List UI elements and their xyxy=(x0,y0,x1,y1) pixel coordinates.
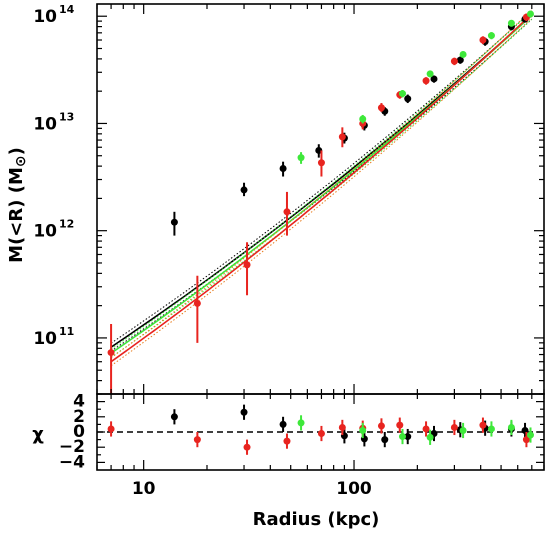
mass-point-1-10 xyxy=(450,57,458,65)
model-band-1-0 xyxy=(110,10,533,350)
model-curve-0 xyxy=(110,14,533,348)
mass-point-1-1 xyxy=(193,299,201,307)
res-tick-label-2: 0 xyxy=(73,422,85,442)
residual-point-1-11 xyxy=(479,421,487,429)
residual-point-2-5 xyxy=(487,425,495,433)
x-tick-label-0: 10 xyxy=(132,479,156,499)
residual-point-1-2 xyxy=(243,443,251,451)
residual-data-points xyxy=(97,404,544,455)
mass-model-curves xyxy=(110,9,533,367)
residual-point-1-9 xyxy=(422,425,430,433)
y-tick-exp-2: 13 xyxy=(59,110,74,123)
mass-point-1-9 xyxy=(422,77,430,85)
residual-point-1-10 xyxy=(450,423,458,431)
x-axis-label: Radius (kpc) xyxy=(253,509,380,530)
model-curve-2 xyxy=(110,13,533,363)
mass-data-points xyxy=(107,10,534,394)
model-curve-1 xyxy=(110,14,533,354)
mass-point-2-0 xyxy=(297,154,305,162)
axes xyxy=(96,3,545,471)
residual-point-2-3 xyxy=(426,433,434,441)
residual-point-2-0 xyxy=(297,419,305,427)
res-tick-label-4: 4 xyxy=(73,392,85,412)
model-band-1-1 xyxy=(110,18,533,358)
y-axis-label: M(<R) (M⊙) xyxy=(6,147,29,263)
model-band-2-0 xyxy=(110,9,533,359)
mass-point-1-11 xyxy=(479,36,487,44)
mass-point-0-7 xyxy=(404,95,412,103)
res-tick-label-0: −4 xyxy=(59,452,85,472)
mass-point-2-5 xyxy=(487,32,495,40)
mass-point-0-0 xyxy=(170,218,178,226)
x-tick-label-1: 100 xyxy=(336,479,372,499)
mass-point-1-7 xyxy=(377,104,385,112)
residual-point-1-4 xyxy=(317,430,325,438)
mass-point-0-9 xyxy=(456,56,464,64)
residual-point-2-2 xyxy=(399,433,407,441)
residual-point-1-7 xyxy=(377,422,385,430)
y-tick-label-0: 10 xyxy=(33,329,57,349)
mass-point-0-8 xyxy=(430,75,438,83)
model-band-0-0 xyxy=(110,10,533,344)
residual-point-1-12 xyxy=(522,436,530,444)
mass-point-1-0 xyxy=(107,349,115,357)
mass-point-2-1 xyxy=(359,115,367,123)
mass-plot-frame xyxy=(96,3,545,395)
residual-point-2-4 xyxy=(459,426,467,434)
mass-point-2-7 xyxy=(526,10,534,18)
residual-y-axis-label: χ xyxy=(32,424,44,445)
mass-point-2-4 xyxy=(459,50,467,58)
residual-point-0-5 xyxy=(381,436,389,444)
residual-point-1-5 xyxy=(338,423,346,431)
y-tick-exp-3: 14 xyxy=(59,3,75,16)
y-tick-exp-0: 11 xyxy=(59,325,74,338)
sun-symbol: ⊙ xyxy=(13,155,29,167)
mass-point-1-2 xyxy=(243,261,251,269)
residual-point-2-7 xyxy=(526,431,534,439)
res-tick-label-3: 2 xyxy=(73,407,85,427)
mass-point-0-1 xyxy=(240,186,248,194)
residual-point-0-1 xyxy=(240,408,248,416)
mass-point-2-3 xyxy=(426,70,434,78)
res-tick-label-1: −2 xyxy=(59,437,85,457)
residual-point-0-2 xyxy=(279,420,287,428)
mass-point-0-2 xyxy=(279,165,287,173)
residual-point-2-6 xyxy=(507,423,515,431)
mass-point-1-3 xyxy=(283,208,291,216)
y-tick-label-3: 10 xyxy=(33,7,57,27)
residual-point-1-0 xyxy=(107,425,115,433)
mass-point-2-6 xyxy=(507,19,515,27)
residual-point-0-11 xyxy=(521,426,529,434)
y-tick-exp-1: 12 xyxy=(59,218,74,231)
residual-point-0-6 xyxy=(404,433,412,441)
mass-point-1-4 xyxy=(317,159,325,167)
residual-point-1-8 xyxy=(396,421,404,429)
mass-point-2-2 xyxy=(399,90,407,98)
y-tick-label-2: 10 xyxy=(33,114,57,134)
model-band-0-1 xyxy=(110,18,533,352)
residual-point-1-3 xyxy=(283,437,291,445)
mass-point-1-5 xyxy=(338,133,346,141)
y-tick-label-1: 10 xyxy=(33,222,57,242)
residual-point-1-1 xyxy=(193,436,201,444)
residual-point-2-1 xyxy=(359,426,367,434)
residual-point-0-0 xyxy=(170,413,178,421)
